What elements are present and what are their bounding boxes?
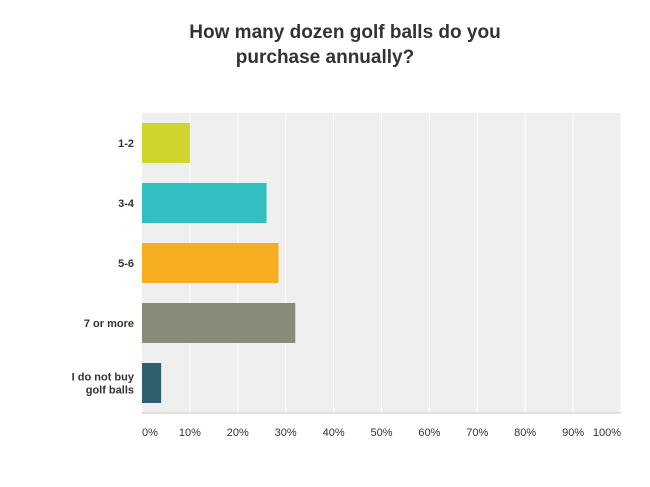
x-tick-label: 100%: [593, 427, 621, 439]
x-tick-label: 60%: [418, 427, 440, 439]
x-tick-label: 80%: [514, 427, 536, 439]
bar-1: [142, 123, 190, 163]
x-tick-labels: 0% 10% 20% 30% 40% 50% 60% 70% 80% 90% 100%: [142, 427, 621, 439]
grid-lines: [189, 113, 622, 413]
category-label: I do not buy: [72, 372, 135, 384]
x-tick-label: 90%: [562, 427, 584, 439]
category-label: 3-4: [118, 198, 135, 210]
x-tick-label: 50%: [370, 427, 392, 439]
chart-title-line-2: purchase annually?: [235, 47, 415, 68]
x-tick-label: 40%: [323, 427, 345, 439]
bar-3: [142, 243, 279, 283]
x-tick-label: 10%: [179, 427, 201, 439]
bar-2: [142, 183, 267, 223]
chart-title: How many dozen golf balls do you purchas…: [140, 20, 550, 70]
category-label: 7 or more: [84, 318, 134, 330]
bars: [142, 123, 296, 403]
category-label: 5-6: [118, 258, 134, 270]
category-label: 1-2: [118, 138, 134, 150]
x-tick-label: 30%: [275, 427, 297, 439]
bar-4: [142, 303, 296, 343]
x-tick-label: 20%: [227, 427, 249, 439]
bar-5: [142, 363, 162, 403]
category-label: golf balls: [86, 385, 134, 397]
x-tick-label: 70%: [466, 427, 488, 439]
x-tick-label: 0%: [142, 427, 158, 439]
chart-title-line-1: How many dozen golf balls do you: [189, 22, 501, 43]
